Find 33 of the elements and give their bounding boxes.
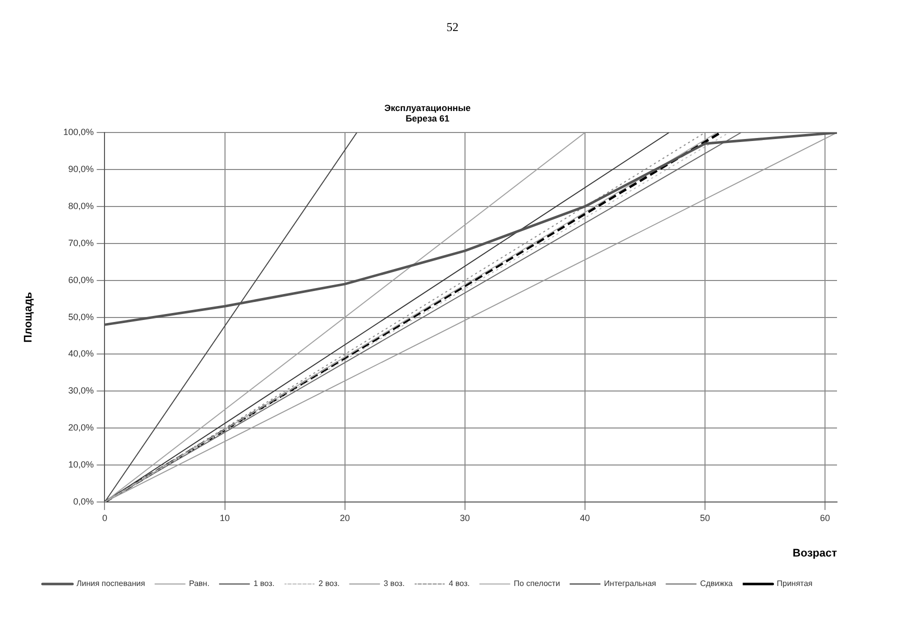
y-axis-title: Площадь [22, 292, 35, 343]
y-tick-label: 10,0% [68, 460, 94, 470]
x-tick-label: 30 [460, 512, 470, 523]
y-tick-label: 80,0% [68, 200, 94, 211]
y-tick-label: 0,0% [73, 496, 94, 506]
x-tick-label: 60 [820, 512, 830, 523]
y-tick-label: 100,0% [63, 127, 94, 138]
legend-label: 2 воз. [318, 579, 340, 588]
legend-label: Интегральная [604, 579, 656, 588]
y-tick-label: 60,0% [68, 274, 94, 285]
legend-label: 3 воз. [384, 579, 405, 588]
legend-label: Принятая [776, 579, 813, 588]
x-axis-title: Возраст [792, 547, 838, 560]
y-tick-label: 30,0% [68, 386, 94, 396]
legend-label: По спелости [514, 579, 560, 588]
text: 52 [446, 20, 460, 35]
legend-label: Равн. [189, 579, 210, 588]
chart-title: Эксплуатационные [384, 102, 471, 113]
y-tick-label: 40,0% [68, 348, 94, 359]
y-tick-label: 70,0% [68, 238, 94, 248]
legend-label: 4 воз. [448, 579, 470, 588]
y-tick-label: 20,0% [68, 422, 94, 433]
legend-label: Линия поспевания [76, 579, 146, 588]
x-tick-label: 50 [700, 512, 710, 523]
y-tick-label: 50,0% [68, 312, 94, 322]
y-tick-label: 90,0% [68, 164, 94, 174]
x-tick-label: 20 [340, 512, 350, 523]
legend-label: Сдвижка [700, 579, 734, 588]
x-tick-label: 10 [220, 512, 230, 523]
chart-subtitle: Береза 61 [406, 114, 450, 124]
x-tick-label: 40 [580, 512, 590, 523]
legend-label: 1 воз. [253, 579, 275, 588]
x-tick-label: 0 [102, 512, 108, 523]
